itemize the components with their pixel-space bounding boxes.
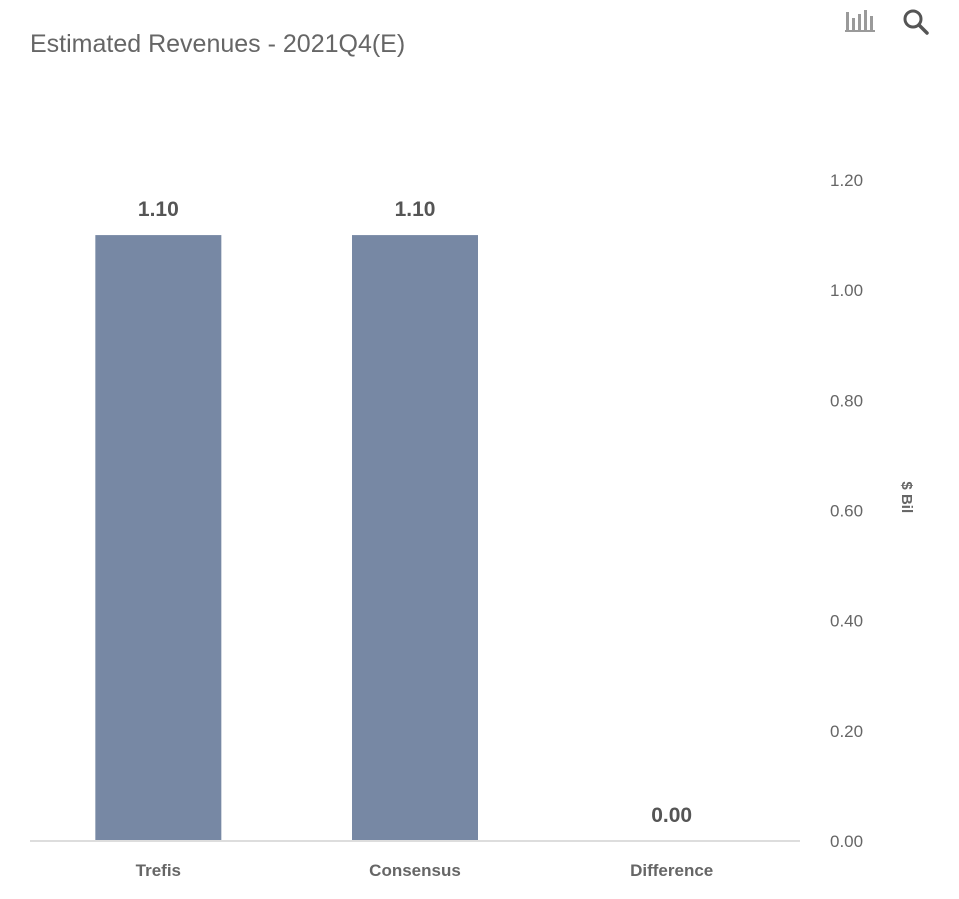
y-axis-label: $ Bil bbox=[898, 481, 915, 513]
plot-area: 1.10 Trefis 1.10 Consensus 0.00 Difference bbox=[95, 198, 713, 880]
y-tick-label: 1.00 bbox=[830, 281, 863, 300]
y-tick-label: 1.20 bbox=[830, 171, 863, 190]
y-tick-label: 0.00 bbox=[830, 832, 863, 851]
y-tick-label: 0.40 bbox=[830, 612, 863, 631]
y-axis-ticks: 0.00 0.20 0.40 0.60 0.80 1.00 1.20 bbox=[830, 171, 863, 851]
bar-chart-icon[interactable] bbox=[843, 6, 877, 36]
data-label-difference: 0.00 bbox=[651, 804, 692, 827]
bar-consensus bbox=[352, 235, 478, 842]
x-tick-label-consensus: Consensus bbox=[369, 861, 461, 880]
y-tick-label: 0.60 bbox=[830, 502, 863, 521]
data-label-consensus: 1.10 bbox=[395, 198, 436, 221]
bar-trefis bbox=[95, 235, 222, 842]
y-tick-label: 0.20 bbox=[830, 722, 863, 741]
y-tick-label: 0.80 bbox=[830, 391, 863, 410]
x-tick-label-difference: Difference bbox=[630, 861, 713, 880]
data-label-trefis: 1.10 bbox=[138, 198, 179, 221]
chart-title: Estimated Revenues - 2021Q4(E) bbox=[30, 30, 406, 58]
x-tick-label-trefis: Trefis bbox=[136, 861, 181, 880]
search-icon[interactable] bbox=[899, 6, 933, 36]
